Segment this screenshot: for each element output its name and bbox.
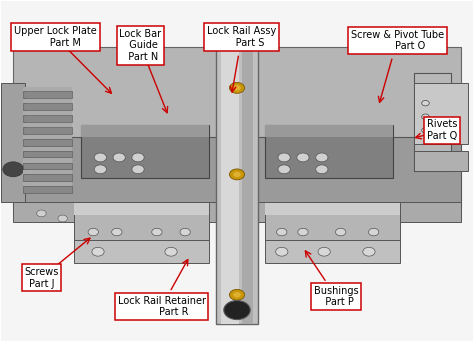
Bar	[23, 87, 72, 91]
Bar	[23, 127, 72, 134]
Bar	[13, 137, 461, 208]
Circle shape	[132, 165, 144, 174]
Bar	[82, 125, 209, 178]
Circle shape	[422, 101, 429, 106]
Text: Rivets
Part Q: Rivets Part Q	[427, 119, 457, 141]
Circle shape	[316, 153, 328, 162]
Circle shape	[152, 228, 162, 236]
Circle shape	[422, 128, 429, 133]
Bar	[23, 99, 72, 103]
Bar	[13, 47, 461, 142]
Bar	[23, 182, 72, 186]
Bar	[265, 203, 400, 215]
Bar	[242, 39, 254, 324]
Circle shape	[233, 292, 241, 298]
Circle shape	[88, 228, 99, 236]
Circle shape	[233, 172, 241, 177]
Bar	[74, 203, 209, 215]
Bar	[23, 123, 72, 127]
Circle shape	[297, 153, 309, 162]
Bar	[23, 139, 72, 146]
Circle shape	[276, 247, 288, 256]
Circle shape	[229, 289, 245, 300]
Bar	[265, 125, 392, 178]
Circle shape	[298, 228, 308, 236]
Text: Lock Rail Assy
     Part S: Lock Rail Assy Part S	[207, 26, 276, 48]
Circle shape	[233, 85, 241, 91]
Bar	[82, 125, 209, 137]
Bar	[23, 111, 72, 115]
Circle shape	[278, 153, 290, 162]
Circle shape	[165, 247, 177, 256]
Bar	[23, 170, 72, 174]
Bar	[23, 186, 72, 193]
Circle shape	[278, 165, 290, 174]
Circle shape	[336, 228, 346, 236]
Bar	[265, 239, 400, 263]
Bar	[13, 201, 461, 222]
Circle shape	[229, 169, 245, 180]
Text: Upper Lock Plate
      Part M: Upper Lock Plate Part M	[14, 26, 97, 48]
Circle shape	[229, 82, 245, 93]
Text: Screws
Part J: Screws Part J	[24, 267, 59, 289]
Circle shape	[3, 162, 24, 177]
Circle shape	[58, 215, 67, 222]
Bar	[23, 91, 72, 98]
Text: Lock Bar
  Guide
  Part N: Lock Bar Guide Part N	[119, 29, 162, 62]
Bar	[220, 39, 239, 324]
Circle shape	[224, 301, 250, 319]
Bar	[216, 39, 258, 324]
Bar	[414, 73, 451, 171]
Bar	[1, 83, 25, 201]
Circle shape	[318, 247, 330, 256]
Text: Lock Rail Retainer
        Part R: Lock Rail Retainer Part R	[118, 296, 206, 317]
Circle shape	[112, 228, 122, 236]
Text: Bushings
  Part P: Bushings Part P	[314, 286, 358, 307]
Bar	[23, 135, 72, 139]
Bar	[23, 115, 72, 122]
Circle shape	[368, 228, 379, 236]
Bar	[414, 83, 468, 144]
Bar	[23, 158, 72, 162]
Circle shape	[180, 228, 191, 236]
Bar	[23, 150, 72, 157]
Circle shape	[422, 114, 429, 119]
Circle shape	[94, 153, 107, 162]
Circle shape	[94, 165, 107, 174]
Circle shape	[316, 165, 328, 174]
Bar	[265, 125, 392, 137]
Bar	[74, 239, 209, 263]
Bar	[74, 203, 209, 242]
Bar	[23, 162, 72, 169]
Bar	[414, 150, 468, 171]
Bar	[23, 147, 72, 150]
Circle shape	[92, 247, 104, 256]
Circle shape	[277, 228, 287, 236]
Circle shape	[36, 210, 46, 217]
Circle shape	[363, 247, 375, 256]
Bar	[23, 174, 72, 181]
Circle shape	[132, 153, 144, 162]
Circle shape	[113, 153, 125, 162]
Bar	[265, 203, 400, 242]
Text: Screw & Pivot Tube
        Part O: Screw & Pivot Tube Part O	[351, 30, 444, 51]
Bar	[23, 103, 72, 110]
